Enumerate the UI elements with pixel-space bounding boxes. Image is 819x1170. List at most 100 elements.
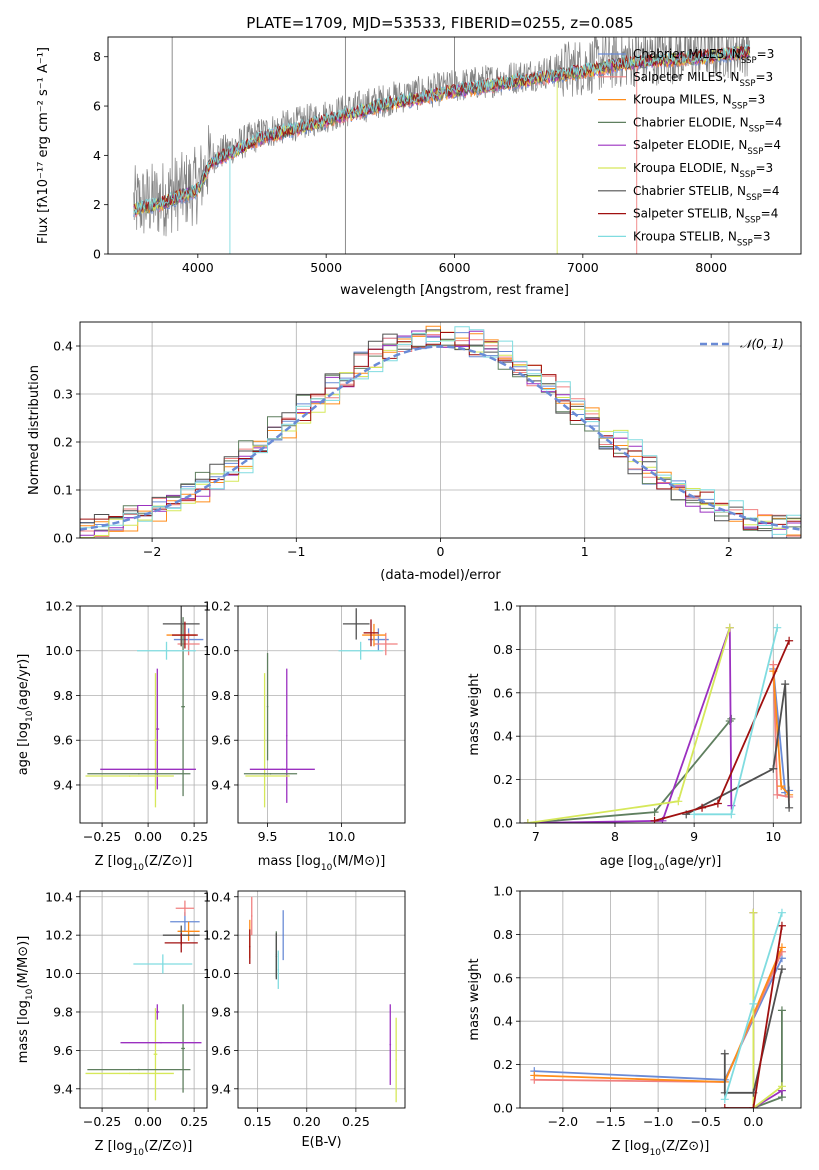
legend-entry-tail: =3 xyxy=(748,93,766,107)
legend-entry: Salpeter MILES, NSSP=3 xyxy=(633,70,773,89)
weight-marker xyxy=(674,797,683,806)
data-point xyxy=(184,920,186,923)
y-tick-label: 10.2 xyxy=(203,599,231,614)
weight-marker xyxy=(785,636,794,645)
x-tick-label: 7000 xyxy=(567,260,599,275)
legend-entry-tail: =4 xyxy=(761,207,779,221)
y-tick-label: 9.6 xyxy=(211,733,231,748)
panel-z-age: −0.25 0.00 0.259.49.69.810.010.2Z [log10(Z… xyxy=(16,599,208,874)
weight-marker xyxy=(713,799,722,808)
y-tick-label: 0.4 xyxy=(53,339,73,354)
y-axis-label: mass [log10(M/M⊙)] xyxy=(16,936,35,1064)
y-tick-label: 9.6 xyxy=(211,1043,231,1058)
model-spectrum-line xyxy=(133,43,751,215)
x-tick-label: 10.0 xyxy=(328,829,356,844)
axes-frame xyxy=(79,321,802,539)
axes-frame xyxy=(519,605,802,824)
x-axis-label-sub: 10 xyxy=(133,1148,145,1158)
x-tick-label: −0.5 xyxy=(691,1114,721,1129)
x-axis-label: Z [log10(Z/Z⊙)] xyxy=(612,1139,710,1158)
data-point xyxy=(285,734,288,737)
y-tick-label: 0.0 xyxy=(493,816,513,831)
legend-entry-base: Salpeter ELODIE, N xyxy=(633,138,747,152)
legend-entry-base: Chabrier MILES, N xyxy=(633,47,741,61)
data-point xyxy=(395,1059,397,1061)
x-tick-label: −1.0 xyxy=(643,1114,673,1129)
normal-distribution-curve xyxy=(80,345,801,531)
weight-marker xyxy=(749,999,758,1008)
data-point xyxy=(138,1068,140,1071)
weight-marker xyxy=(650,808,659,817)
panel-z-mass: −0.25 0.00 0.25 9.4 9.6 9.8 10.0 10.2 10.4 Z [log… xyxy=(16,889,208,1158)
x-axis-label-sub: 10 xyxy=(653,863,665,873)
weight-marker xyxy=(777,908,786,917)
data-point xyxy=(373,634,375,636)
legend-entry-tail: =4 xyxy=(765,115,783,129)
plot-area-z-age xyxy=(85,606,204,808)
y-tick-label: 9.8 xyxy=(53,688,73,703)
weight-marker xyxy=(773,790,782,799)
weight-marker xyxy=(727,810,736,819)
axes-frame xyxy=(79,605,208,824)
x-tick-label: 0.25 xyxy=(342,1114,370,1129)
weight-marker xyxy=(749,908,758,917)
y-axis-label-tail: (age/yr)] xyxy=(16,654,31,711)
legend-entry-sub: SSP xyxy=(746,193,762,203)
x-axis-label-base: Z [log xyxy=(95,854,133,869)
y-tick-label: 10.4 xyxy=(45,889,73,904)
data-point xyxy=(180,623,183,625)
data-point xyxy=(187,930,190,933)
legend-entry-sub: SSP xyxy=(745,216,761,226)
data-point xyxy=(184,634,186,636)
data-point xyxy=(359,649,362,652)
x-axis-label-sub: 10 xyxy=(650,1148,662,1158)
x-tick-label: 0.25 xyxy=(180,829,208,844)
weight-line xyxy=(694,627,779,816)
weight-line xyxy=(723,968,783,1094)
y-tick-label: 2 xyxy=(93,197,101,212)
y-tick-label: 9.4 xyxy=(53,777,73,792)
y-tick-label: 0 xyxy=(93,247,101,262)
x-axis-label-base: age [log xyxy=(600,854,653,869)
weight-marker xyxy=(777,1006,786,1015)
data-point xyxy=(370,632,372,634)
x-tick-label: 0.0 xyxy=(743,1114,763,1129)
x-tick-label: −2.0 xyxy=(548,1114,578,1129)
y-tick-label: 10.0 xyxy=(203,966,231,981)
y-tick-label: 9.8 xyxy=(211,688,231,703)
x-axis-label: Z [log10(Z/Z⊙)] xyxy=(95,1139,193,1158)
y-tick-label: 9.6 xyxy=(53,733,73,748)
x-axis-label: E(B-V) xyxy=(301,1135,341,1150)
data-point xyxy=(154,1053,157,1056)
data-point xyxy=(128,1072,131,1075)
y-tick-label: 0.6 xyxy=(493,970,513,985)
plot-area-spectrum xyxy=(133,37,751,254)
x-axis-label: mass [log10(M/M⊙)] xyxy=(258,854,386,873)
data-point xyxy=(182,705,184,708)
panel-mass-age: 9.5 10.0 9.4 9.6 9.8 10.0 10.2 mass [log10(M/M⊙… xyxy=(203,599,406,873)
y-tick-label: 0.4 xyxy=(493,729,513,744)
data-point xyxy=(282,934,284,936)
legend-entry: Salpeter STELIB, NSSP=4 xyxy=(633,207,778,226)
y-tick-label: 10.0 xyxy=(45,643,73,658)
y-axis-label: Flux [fλ10⁻¹⁷ erg cm⁻² s⁻¹ A⁻¹] xyxy=(36,47,51,244)
axes-frame xyxy=(237,890,406,1109)
axes-frame xyxy=(237,605,406,824)
axes-frame xyxy=(79,890,208,1109)
plot-area-residuals xyxy=(80,325,801,538)
x-tick-label: 0.00 xyxy=(134,829,162,844)
y-tick-label: 0.2 xyxy=(53,435,73,450)
data-point xyxy=(355,623,358,625)
x-tick-label: 4000 xyxy=(182,260,214,275)
y-tick-label: 0.0 xyxy=(493,1101,513,1116)
y-tick-label: 6 xyxy=(93,99,101,114)
weight-line xyxy=(752,912,783,1108)
y-axis-label: mass weight xyxy=(467,673,482,755)
y-tick-label: 10.4 xyxy=(203,889,231,904)
y-axis-label-base: mass [log xyxy=(16,1000,31,1063)
y-tick-label: 9.6 xyxy=(53,1043,73,1058)
x-tick-label: 5000 xyxy=(310,260,342,275)
x-tick-label: 10 xyxy=(765,829,781,844)
x-axis-label-tail: (age/yr)] xyxy=(664,854,721,869)
